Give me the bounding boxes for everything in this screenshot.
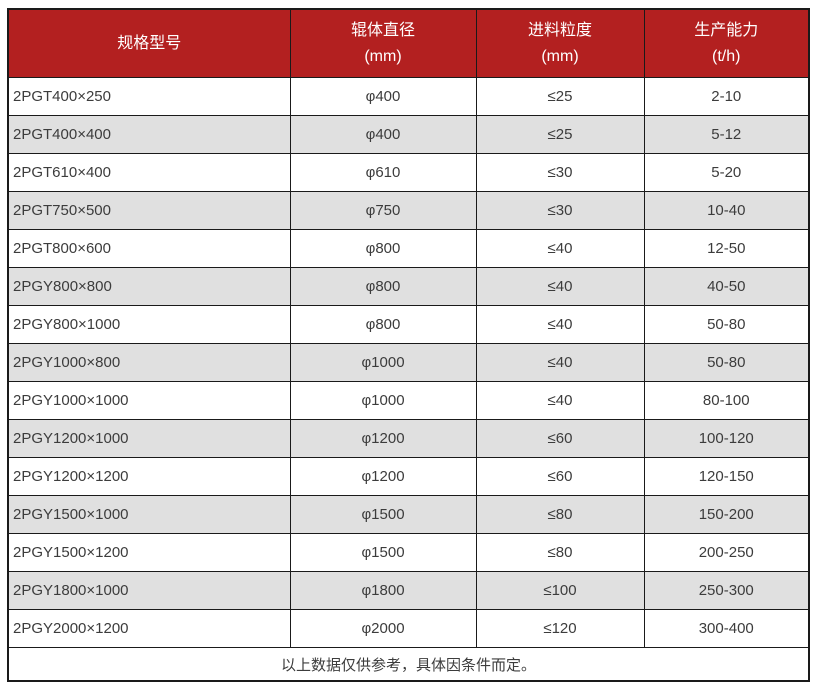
footer-row: 以上数据仅供参考，具体因条件而定。 xyxy=(7,647,810,682)
feed-size-cell: ≤80 xyxy=(475,495,645,534)
table-row: 2PGY1200×1200 φ1200 ≤60 120-150 xyxy=(7,457,810,496)
header-feed-size-unit: (mm) xyxy=(541,47,579,65)
capacity-cell: 10-40 xyxy=(643,191,810,230)
capacity-cell: 2-10 xyxy=(643,77,810,116)
table-footer: 以上数据仅供参考，具体因条件而定。 xyxy=(7,647,810,682)
header-row: 规格型号 辊体直径 (mm) 进料粒度 (mm) 生产能力 (t/h) xyxy=(7,8,810,78)
feed-size-cell: ≤30 xyxy=(475,191,645,230)
capacity-cell: 120-150 xyxy=(643,457,810,496)
table-header: 规格型号 辊体直径 (mm) 进料粒度 (mm) 生产能力 (t/h) xyxy=(7,8,810,78)
header-roller-diameter-title: 辊体直径 xyxy=(350,21,415,39)
header-capacity-title: 生产能力 xyxy=(694,21,759,39)
table-row: 2PGY1500×1200 φ1500 ≤80 200-250 xyxy=(7,533,810,572)
table-row: 2PGY800×800 φ800 ≤40 40-50 xyxy=(7,267,810,306)
table-row: 2PGY1500×1000 φ1500 ≤80 150-200 xyxy=(7,495,810,534)
header-model-title: 规格型号 xyxy=(117,34,182,52)
feed-size-cell: ≤40 xyxy=(475,343,645,382)
header-roller-diameter: 辊体直径 (mm) xyxy=(289,8,477,78)
feed-size-cell: ≤40 xyxy=(475,229,645,268)
diameter-cell: φ1500 xyxy=(289,533,477,572)
diameter-cell: φ1200 xyxy=(289,457,477,496)
model-cell: 2PGY1500×1000 xyxy=(7,495,291,534)
header-model: 规格型号 xyxy=(7,8,291,78)
feed-size-cell: ≤40 xyxy=(475,305,645,344)
capacity-cell: 300-400 xyxy=(643,609,810,648)
feed-size-cell: ≤25 xyxy=(475,115,645,154)
diameter-cell: φ800 xyxy=(289,229,477,268)
header-capacity: 生产能力 (t/h) xyxy=(643,8,810,78)
diameter-cell: φ610 xyxy=(289,153,477,192)
capacity-cell: 150-200 xyxy=(643,495,810,534)
spec-table: 规格型号 辊体直径 (mm) 进料粒度 (mm) 生产能力 (t/h) 2PGT… xyxy=(7,8,810,682)
model-cell: 2PGY1000×1000 xyxy=(7,381,291,420)
feed-size-cell: ≤60 xyxy=(475,457,645,496)
diameter-cell: φ1200 xyxy=(289,419,477,458)
capacity-cell: 100-120 xyxy=(643,419,810,458)
model-cell: 2PGY1200×1000 xyxy=(7,419,291,458)
diameter-cell: φ800 xyxy=(289,267,477,306)
capacity-cell: 50-80 xyxy=(643,343,810,382)
table-row: 2PGY1000×800 φ1000 ≤40 50-80 xyxy=(7,343,810,382)
capacity-cell: 5-12 xyxy=(643,115,810,154)
capacity-cell: 50-80 xyxy=(643,305,810,344)
table-row: 2PGY1800×1000 φ1800 ≤100 250-300 xyxy=(7,571,810,610)
capacity-cell: 80-100 xyxy=(643,381,810,420)
table-row: 2PGT400×400 φ400 ≤25 5-12 xyxy=(7,115,810,154)
table-row: 2PGY2000×1200 φ2000 ≤120 300-400 xyxy=(7,609,810,648)
table-row: 2PGY800×1000 φ800 ≤40 50-80 xyxy=(7,305,810,344)
capacity-cell: 200-250 xyxy=(643,533,810,572)
model-cell: 2PGY1000×800 xyxy=(7,343,291,382)
diameter-cell: φ750 xyxy=(289,191,477,230)
model-cell: 2PGY1800×1000 xyxy=(7,571,291,610)
diameter-cell: φ1800 xyxy=(289,571,477,610)
feed-size-cell: ≤60 xyxy=(475,419,645,458)
feed-size-cell: ≤40 xyxy=(475,381,645,420)
header-roller-diameter-unit: (mm) xyxy=(364,47,402,65)
capacity-cell: 40-50 xyxy=(643,267,810,306)
capacity-cell: 250-300 xyxy=(643,571,810,610)
model-cell: 2PGY2000×1200 xyxy=(7,609,291,648)
header-feed-size-title: 进料粒度 xyxy=(527,21,592,39)
diameter-cell: φ400 xyxy=(289,77,477,116)
table-row: 2PGT750×500 φ750 ≤30 10-40 xyxy=(7,191,810,230)
diameter-cell: φ1000 xyxy=(289,343,477,382)
diameter-cell: φ400 xyxy=(289,115,477,154)
model-cell: 2PGT750×500 xyxy=(7,191,291,230)
table-row: 2PGY1200×1000 φ1200 ≤60 100-120 xyxy=(7,419,810,458)
diameter-cell: φ800 xyxy=(289,305,477,344)
model-cell: 2PGT610×400 xyxy=(7,153,291,192)
diameter-cell: φ1000 xyxy=(289,381,477,420)
model-cell: 2PGT400×250 xyxy=(7,77,291,116)
table-row: 2PGT800×600 φ800 ≤40 12-50 xyxy=(7,229,810,268)
model-cell: 2PGY800×800 xyxy=(7,267,291,306)
model-cell: 2PGY1500×1200 xyxy=(7,533,291,572)
table-row: 2PGT610×400 φ610 ≤30 5-20 xyxy=(7,153,810,192)
model-cell: 2PGY800×1000 xyxy=(7,305,291,344)
model-cell: 2PGY1200×1200 xyxy=(7,457,291,496)
header-feed-size: 进料粒度 (mm) xyxy=(475,8,645,78)
table-row: 2PGY1000×1000 φ1000 ≤40 80-100 xyxy=(7,381,810,420)
capacity-cell: 5-20 xyxy=(643,153,810,192)
header-capacity-unit: (t/h) xyxy=(712,47,741,65)
feed-size-cell: ≤80 xyxy=(475,533,645,572)
footer-note: 以上数据仅供参考，具体因条件而定。 xyxy=(7,647,810,682)
feed-size-cell: ≤40 xyxy=(475,267,645,306)
feed-size-cell: ≤120 xyxy=(475,609,645,648)
diameter-cell: φ2000 xyxy=(289,609,477,648)
feed-size-cell: ≤25 xyxy=(475,77,645,116)
model-cell: 2PGT800×600 xyxy=(7,229,291,268)
feed-size-cell: ≤100 xyxy=(475,571,645,610)
table-body: 2PGT400×250 φ400 ≤25 2-10 2PGT400×400 φ400 ≤25… xyxy=(7,77,810,648)
capacity-cell: 12-50 xyxy=(643,229,810,268)
model-cell: 2PGT400×400 xyxy=(7,115,291,154)
diameter-cell: φ1500 xyxy=(289,495,477,534)
table-row: 2PGT400×250 φ400 ≤25 2-10 xyxy=(7,77,810,116)
feed-size-cell: ≤30 xyxy=(475,153,645,192)
